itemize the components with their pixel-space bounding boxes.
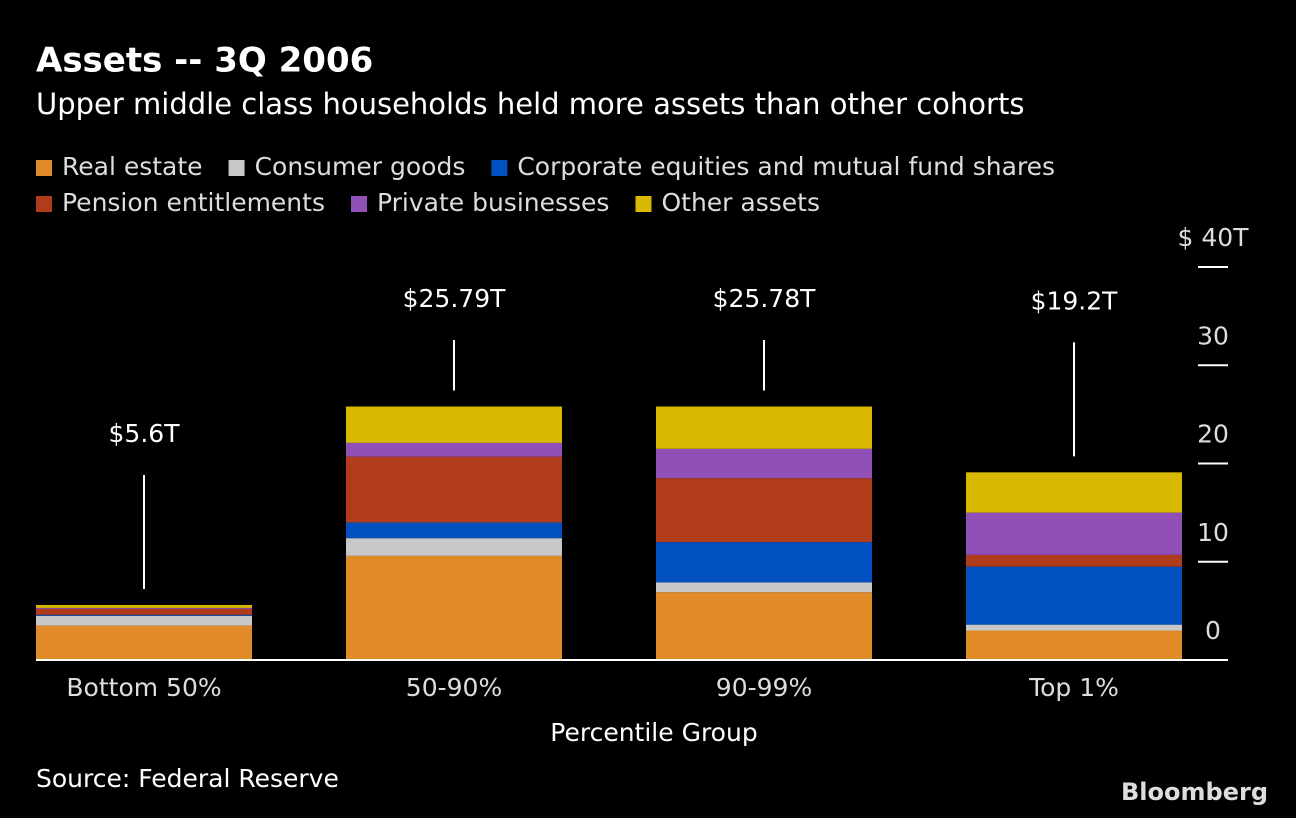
y-tick-label: 30 — [1197, 321, 1229, 350]
bar-segment — [346, 555, 562, 660]
legend-label: Corporate equities and mutual fund share… — [517, 152, 1055, 181]
bar-segment — [966, 630, 1182, 660]
bar-segment — [36, 607, 252, 609]
bar-segment — [966, 512, 1182, 555]
legend-swatch — [36, 160, 52, 176]
legend-swatch — [491, 160, 508, 176]
total-label: $25.78T — [713, 284, 816, 313]
bar-segment — [966, 566, 1182, 625]
bar-segment — [346, 522, 562, 539]
legend-label: Private businesses — [377, 188, 609, 217]
legend-swatch — [635, 196, 652, 212]
bar-segment — [656, 592, 872, 660]
bar-segment — [346, 406, 562, 443]
bar-segment — [346, 442, 562, 457]
x-tick-label: 50-90% — [406, 673, 502, 702]
bar-segment — [656, 406, 872, 449]
bar-segment — [656, 582, 872, 593]
bar-segment — [36, 608, 252, 615]
legend-swatch — [350, 196, 367, 212]
chart-title: Assets -- 3Q 2006 — [36, 41, 373, 81]
brand: Bloomberg — [1121, 778, 1268, 806]
y-tick-label: 10 — [1197, 518, 1229, 547]
legend-label: Consumer goods — [255, 152, 466, 181]
bar-segment — [966, 554, 1182, 567]
y-tick-label: $ 40T — [1178, 223, 1250, 252]
legend-swatch — [36, 196, 52, 212]
total-label: $5.6T — [109, 419, 181, 448]
bar-segment — [656, 542, 872, 583]
legend-label: Real estate — [62, 152, 203, 181]
y-tick-label: 20 — [1197, 420, 1229, 449]
bar-segment — [656, 448, 872, 479]
bar-segment — [36, 604, 252, 608]
bar-segment — [966, 624, 1182, 631]
bar-segment — [346, 456, 562, 523]
total-label: $19.2T — [1031, 286, 1119, 315]
bar-segment — [966, 472, 1182, 513]
x-tick-label: Top 1% — [1028, 673, 1119, 702]
bar-segment — [346, 538, 562, 556]
legend-swatch — [228, 160, 245, 176]
chart-subtitle: Upper middle class households held more … — [36, 87, 1024, 121]
bar-segment — [36, 615, 252, 626]
bar-segment — [36, 614, 252, 616]
y-tick-label: 0 — [1205, 616, 1221, 645]
x-axis-label: Percentile Group — [550, 718, 757, 747]
bar-segment — [656, 478, 872, 543]
total-label: $25.79T — [403, 284, 506, 313]
source: Source: Federal Reserve — [36, 764, 339, 793]
legend-label: Pension entitlements — [62, 188, 325, 217]
x-tick-label: 90-99% — [716, 673, 812, 702]
x-tick-label: Bottom 50% — [66, 673, 221, 702]
bar-segment — [36, 625, 252, 660]
legend-label: Other assets — [661, 188, 820, 217]
